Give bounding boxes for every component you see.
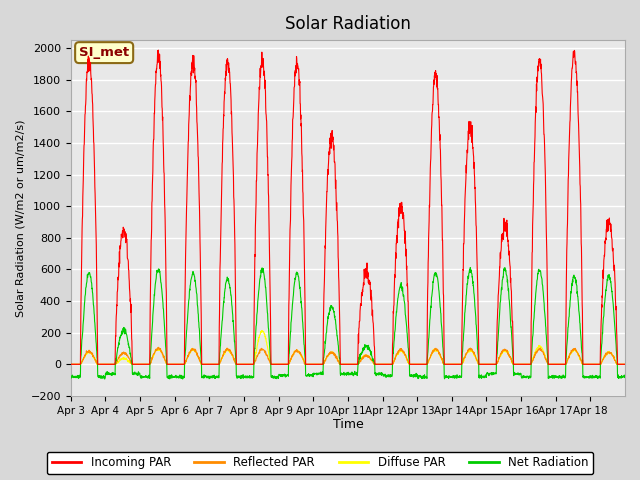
Title: Solar Radiation: Solar Radiation [285, 15, 411, 33]
X-axis label: Time: Time [333, 419, 364, 432]
Legend: Incoming PAR, Reflected PAR, Diffuse PAR, Net Radiation: Incoming PAR, Reflected PAR, Diffuse PAR… [47, 452, 593, 474]
Text: SI_met: SI_met [79, 46, 129, 59]
Y-axis label: Solar Radiation (W/m2 or um/m2/s): Solar Radiation (W/m2 or um/m2/s) [15, 119, 25, 317]
